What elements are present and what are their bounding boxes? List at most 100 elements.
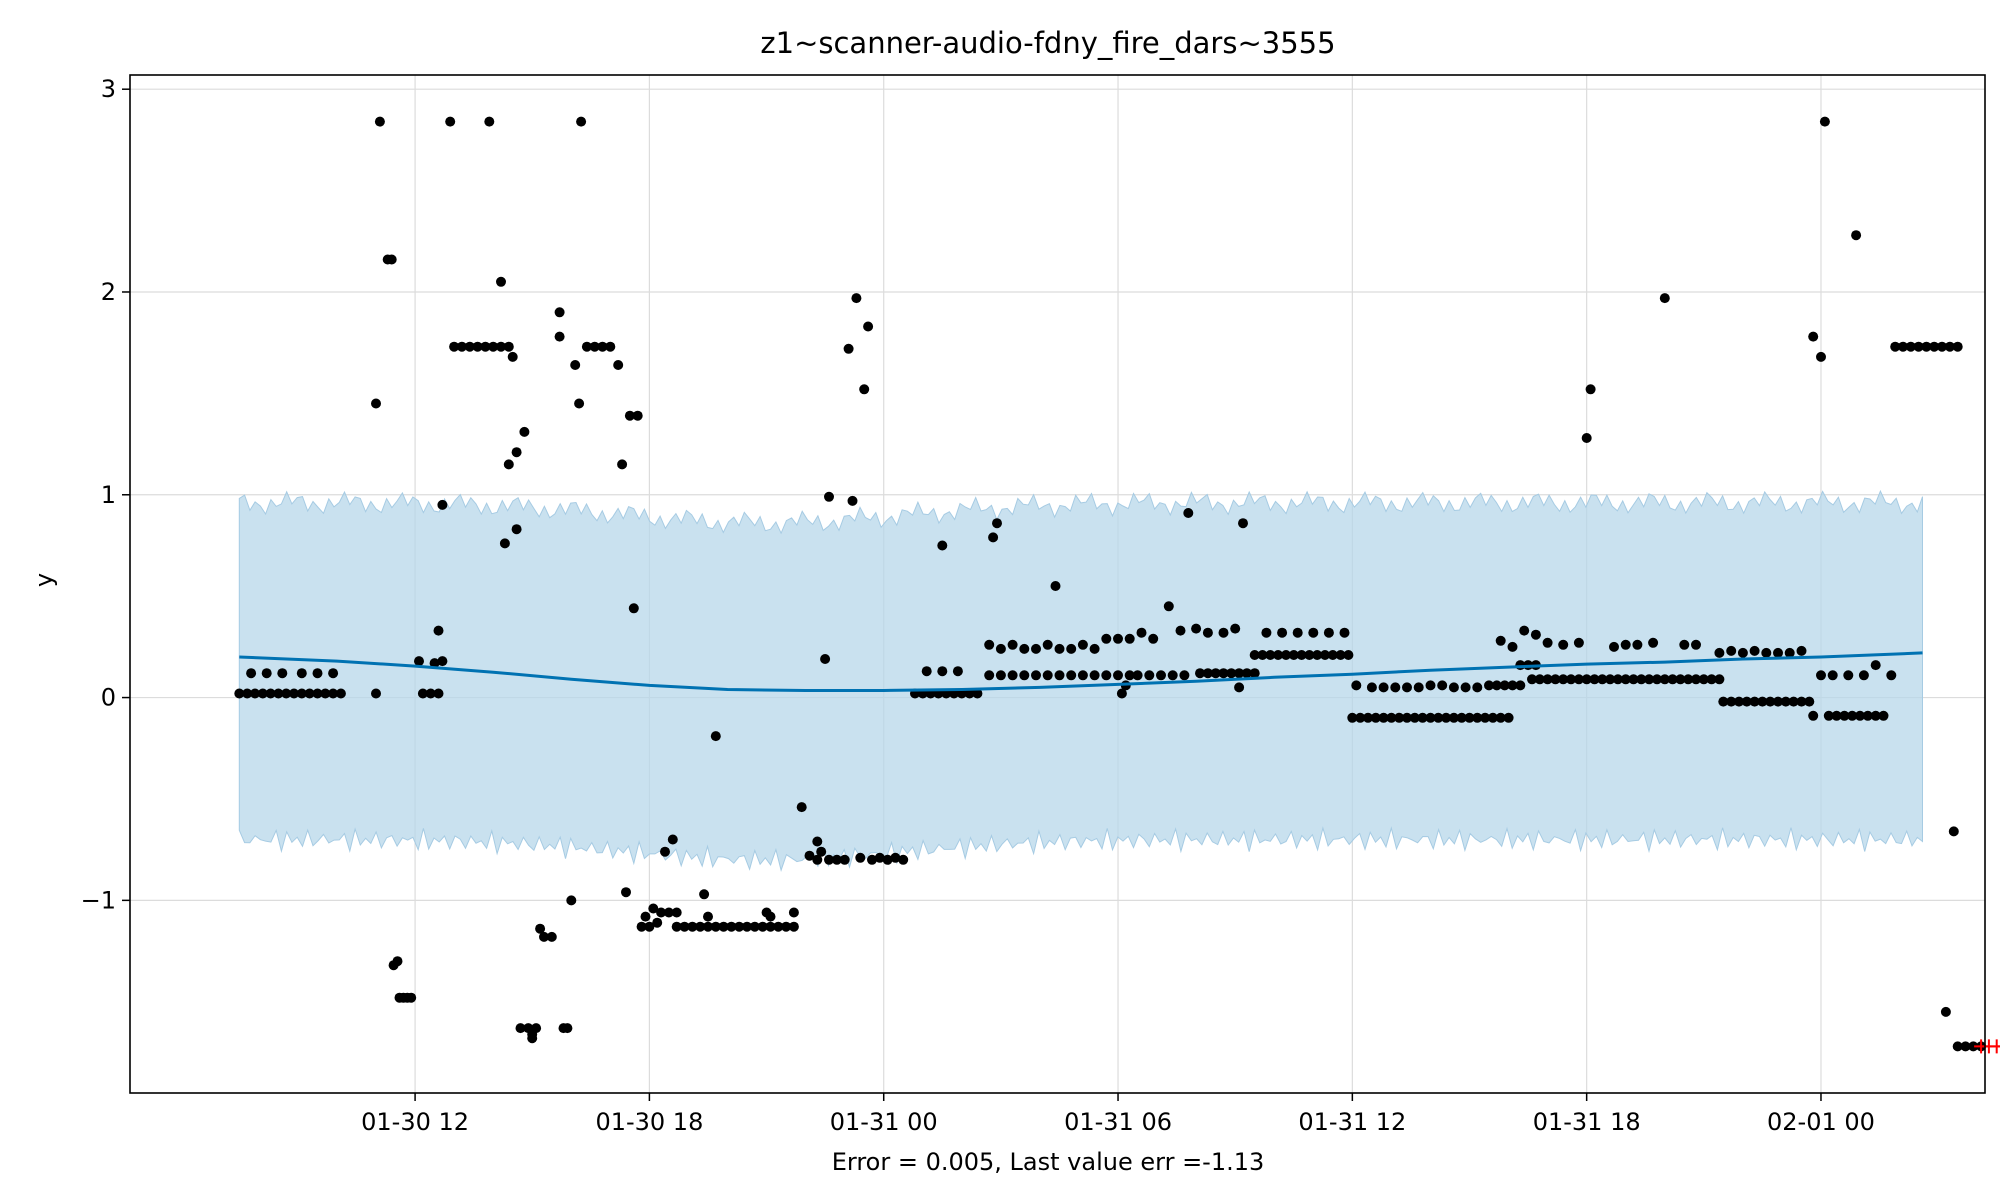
observed-point bbox=[1183, 508, 1194, 518]
observed-point bbox=[710, 921, 721, 932]
observed-point bbox=[1839, 710, 1850, 721]
observed-point bbox=[867, 854, 877, 865]
observed-point bbox=[1749, 696, 1760, 707]
observed-point bbox=[265, 688, 276, 699]
observed-point bbox=[1929, 341, 1940, 352]
observed-point bbox=[1804, 696, 1815, 707]
observed-point bbox=[1042, 639, 1053, 650]
observed-point bbox=[531, 1023, 542, 1034]
observed-point bbox=[656, 907, 667, 918]
observed-point bbox=[1644, 674, 1655, 685]
observed-point bbox=[624, 410, 635, 421]
observed-point bbox=[386, 254, 397, 265]
observed-point bbox=[1386, 712, 1397, 723]
observed-point bbox=[874, 852, 885, 863]
observed-point bbox=[1487, 712, 1498, 723]
observed-point bbox=[1905, 341, 1916, 352]
observed-point bbox=[1195, 668, 1205, 679]
observed-point bbox=[1281, 650, 1291, 660]
observed-point bbox=[1620, 639, 1631, 650]
observed-point bbox=[1659, 674, 1670, 685]
observed-point bbox=[1089, 670, 1100, 681]
chart-title: z1~scanner-audio-fdny_fire_dars~3555 bbox=[760, 26, 1335, 60]
observed-point bbox=[687, 921, 698, 932]
observed-point bbox=[1773, 696, 1783, 707]
observed-point bbox=[1288, 650, 1299, 660]
observed-point bbox=[1339, 627, 1350, 638]
observed-point bbox=[1605, 674, 1616, 685]
observed-point bbox=[1320, 650, 1330, 660]
observed-point bbox=[718, 921, 729, 932]
observed-point bbox=[1054, 670, 1065, 681]
observed-point bbox=[1691, 639, 1701, 650]
observed-point bbox=[1417, 712, 1428, 723]
observed-point bbox=[1940, 1006, 1951, 1017]
observed-point bbox=[328, 668, 339, 679]
observed-point bbox=[839, 854, 850, 865]
observed-point bbox=[1886, 670, 1897, 681]
observed-point bbox=[937, 666, 948, 677]
observed-point bbox=[742, 921, 752, 932]
observed-point bbox=[1433, 712, 1444, 723]
observed-point bbox=[710, 731, 721, 742]
observed-point bbox=[1456, 712, 1467, 723]
observed-point bbox=[581, 341, 592, 352]
observed-point bbox=[1714, 647, 1725, 658]
observed-point bbox=[1116, 688, 1127, 699]
observed-point bbox=[765, 911, 776, 922]
observed-point bbox=[1937, 341, 1947, 352]
observed-point bbox=[1390, 682, 1401, 693]
observed-point bbox=[1425, 680, 1436, 691]
observed-point bbox=[824, 491, 834, 502]
observed-point bbox=[621, 887, 631, 898]
observed-point bbox=[1351, 680, 1362, 691]
observed-point bbox=[788, 907, 799, 918]
x-tick-label: 01-30 12 bbox=[361, 1108, 469, 1136]
observed-point bbox=[1519, 625, 1530, 636]
observed-point bbox=[1636, 674, 1647, 685]
observed-point bbox=[1136, 627, 1147, 638]
observed-point bbox=[1101, 633, 1112, 644]
observed-point bbox=[1394, 712, 1405, 723]
observed-point bbox=[1308, 627, 1319, 638]
observed-point bbox=[1402, 712, 1412, 723]
observed-point bbox=[1304, 650, 1315, 660]
x-tick-label: 01-31 00 bbox=[830, 1108, 938, 1136]
observed-point bbox=[679, 921, 690, 932]
observed-point bbox=[392, 956, 403, 967]
observed-point bbox=[1581, 674, 1592, 685]
observed-point bbox=[1007, 639, 1018, 650]
observed-point bbox=[1241, 668, 1252, 679]
observed-point bbox=[1124, 633, 1135, 644]
observed-point bbox=[425, 688, 436, 699]
observed-point bbox=[1855, 710, 1865, 721]
observed-point bbox=[1530, 629, 1541, 640]
observed-point bbox=[1515, 680, 1526, 691]
observed-point bbox=[570, 360, 581, 370]
observed-point bbox=[1952, 1041, 1963, 1052]
observed-point bbox=[1484, 680, 1494, 691]
observed-point bbox=[1831, 710, 1842, 721]
observed-point bbox=[503, 341, 514, 352]
observed-point bbox=[445, 116, 456, 127]
observed-point bbox=[304, 688, 315, 699]
observed-point bbox=[1691, 674, 1701, 685]
forecast-line bbox=[239, 651, 1923, 692]
observed-point bbox=[843, 343, 854, 354]
observed-point bbox=[1179, 670, 1190, 681]
observed-point bbox=[1218, 627, 1229, 638]
observed-point bbox=[1558, 674, 1569, 685]
observed-point bbox=[1277, 627, 1288, 638]
observed-point bbox=[1749, 645, 1760, 656]
x-axis-label: Error = 0.005, Last value err =-1.13 bbox=[832, 1148, 1265, 1176]
observed-point bbox=[1507, 641, 1518, 652]
observed-point bbox=[699, 889, 710, 900]
observed-point bbox=[566, 895, 577, 906]
observed-point bbox=[640, 911, 651, 922]
observed-point bbox=[1534, 674, 1545, 685]
observed-point bbox=[1113, 670, 1123, 681]
observed-point bbox=[1503, 712, 1514, 723]
observed-point bbox=[1612, 674, 1623, 685]
observed-point bbox=[1156, 670, 1166, 681]
observed-point bbox=[257, 688, 268, 699]
